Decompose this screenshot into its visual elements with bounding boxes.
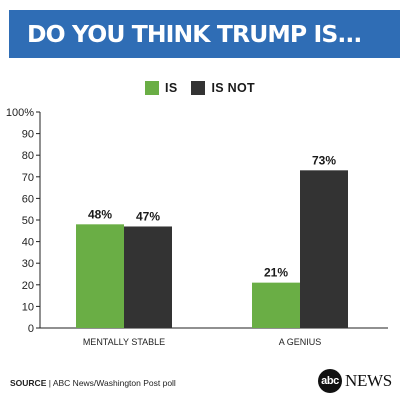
chart-title: DO YOU THINK TRUMP IS...	[27, 20, 362, 48]
legend-swatch-is	[145, 81, 160, 95]
y-tick-label: 10	[22, 301, 34, 313]
y-tick-label: 70	[22, 172, 34, 184]
x-category-label: A GENIUS	[279, 337, 322, 347]
y-tick-label: 100%	[6, 107, 34, 119]
y-tick-label: 80	[22, 150, 34, 162]
y-tick-label: 40	[22, 237, 34, 249]
source-label: SOURCE	[10, 378, 47, 388]
source-text: | ABC News/Washington Post poll	[46, 378, 176, 388]
y-tick-label: 60	[22, 193, 34, 205]
legend-label-is: IS	[165, 81, 178, 95]
bar-is	[76, 224, 124, 328]
bar-is	[252, 282, 300, 328]
y-tick-label: 90	[22, 129, 34, 141]
y-tick-label: 0	[28, 323, 34, 335]
bar-value-label: 73%	[312, 153, 336, 167]
y-tick-label: 50	[22, 215, 34, 227]
bar-is-not	[124, 226, 172, 328]
bar-is-not	[300, 170, 348, 328]
abc-logo-mark: abc	[318, 369, 342, 393]
bar-value-label: 47%	[136, 209, 160, 223]
y-tick-label: 20	[22, 280, 34, 292]
legend-item-is-not: IS NOT	[191, 81, 255, 95]
abc-news-logo: abc NEWS	[318, 369, 392, 393]
legend: IS IS NOT	[0, 80, 400, 96]
bar-value-label: 48%	[88, 207, 112, 221]
abc-logo-text: NEWS	[345, 371, 392, 390]
legend-label-is-not: IS NOT	[211, 81, 255, 95]
source-note: SOURCE | ABC News/Washington Post poll	[10, 378, 176, 388]
y-tick-label: 30	[22, 258, 34, 270]
x-category-label: MENTALLY STABLE	[83, 337, 165, 347]
title-banner: DO YOU THINK TRUMP IS...	[9, 10, 400, 58]
legend-swatch-is-not	[191, 81, 206, 95]
legend-item-is: IS	[145, 81, 177, 95]
bar-value-label: 21%	[264, 266, 288, 280]
